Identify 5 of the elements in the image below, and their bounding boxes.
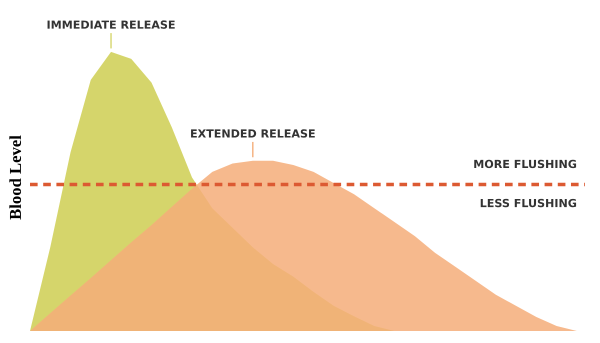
text: EXTENDED RELEASE bbox=[191, 129, 315, 138]
annotation: MORE FLUSHING bbox=[474, 160, 576, 168]
annotation: LESS FLUSHING bbox=[480, 198, 576, 208]
text: IMMEDIATE RELEASE bbox=[48, 20, 175, 29]
y-axis-title: Blood Level bbox=[9, 135, 22, 220]
